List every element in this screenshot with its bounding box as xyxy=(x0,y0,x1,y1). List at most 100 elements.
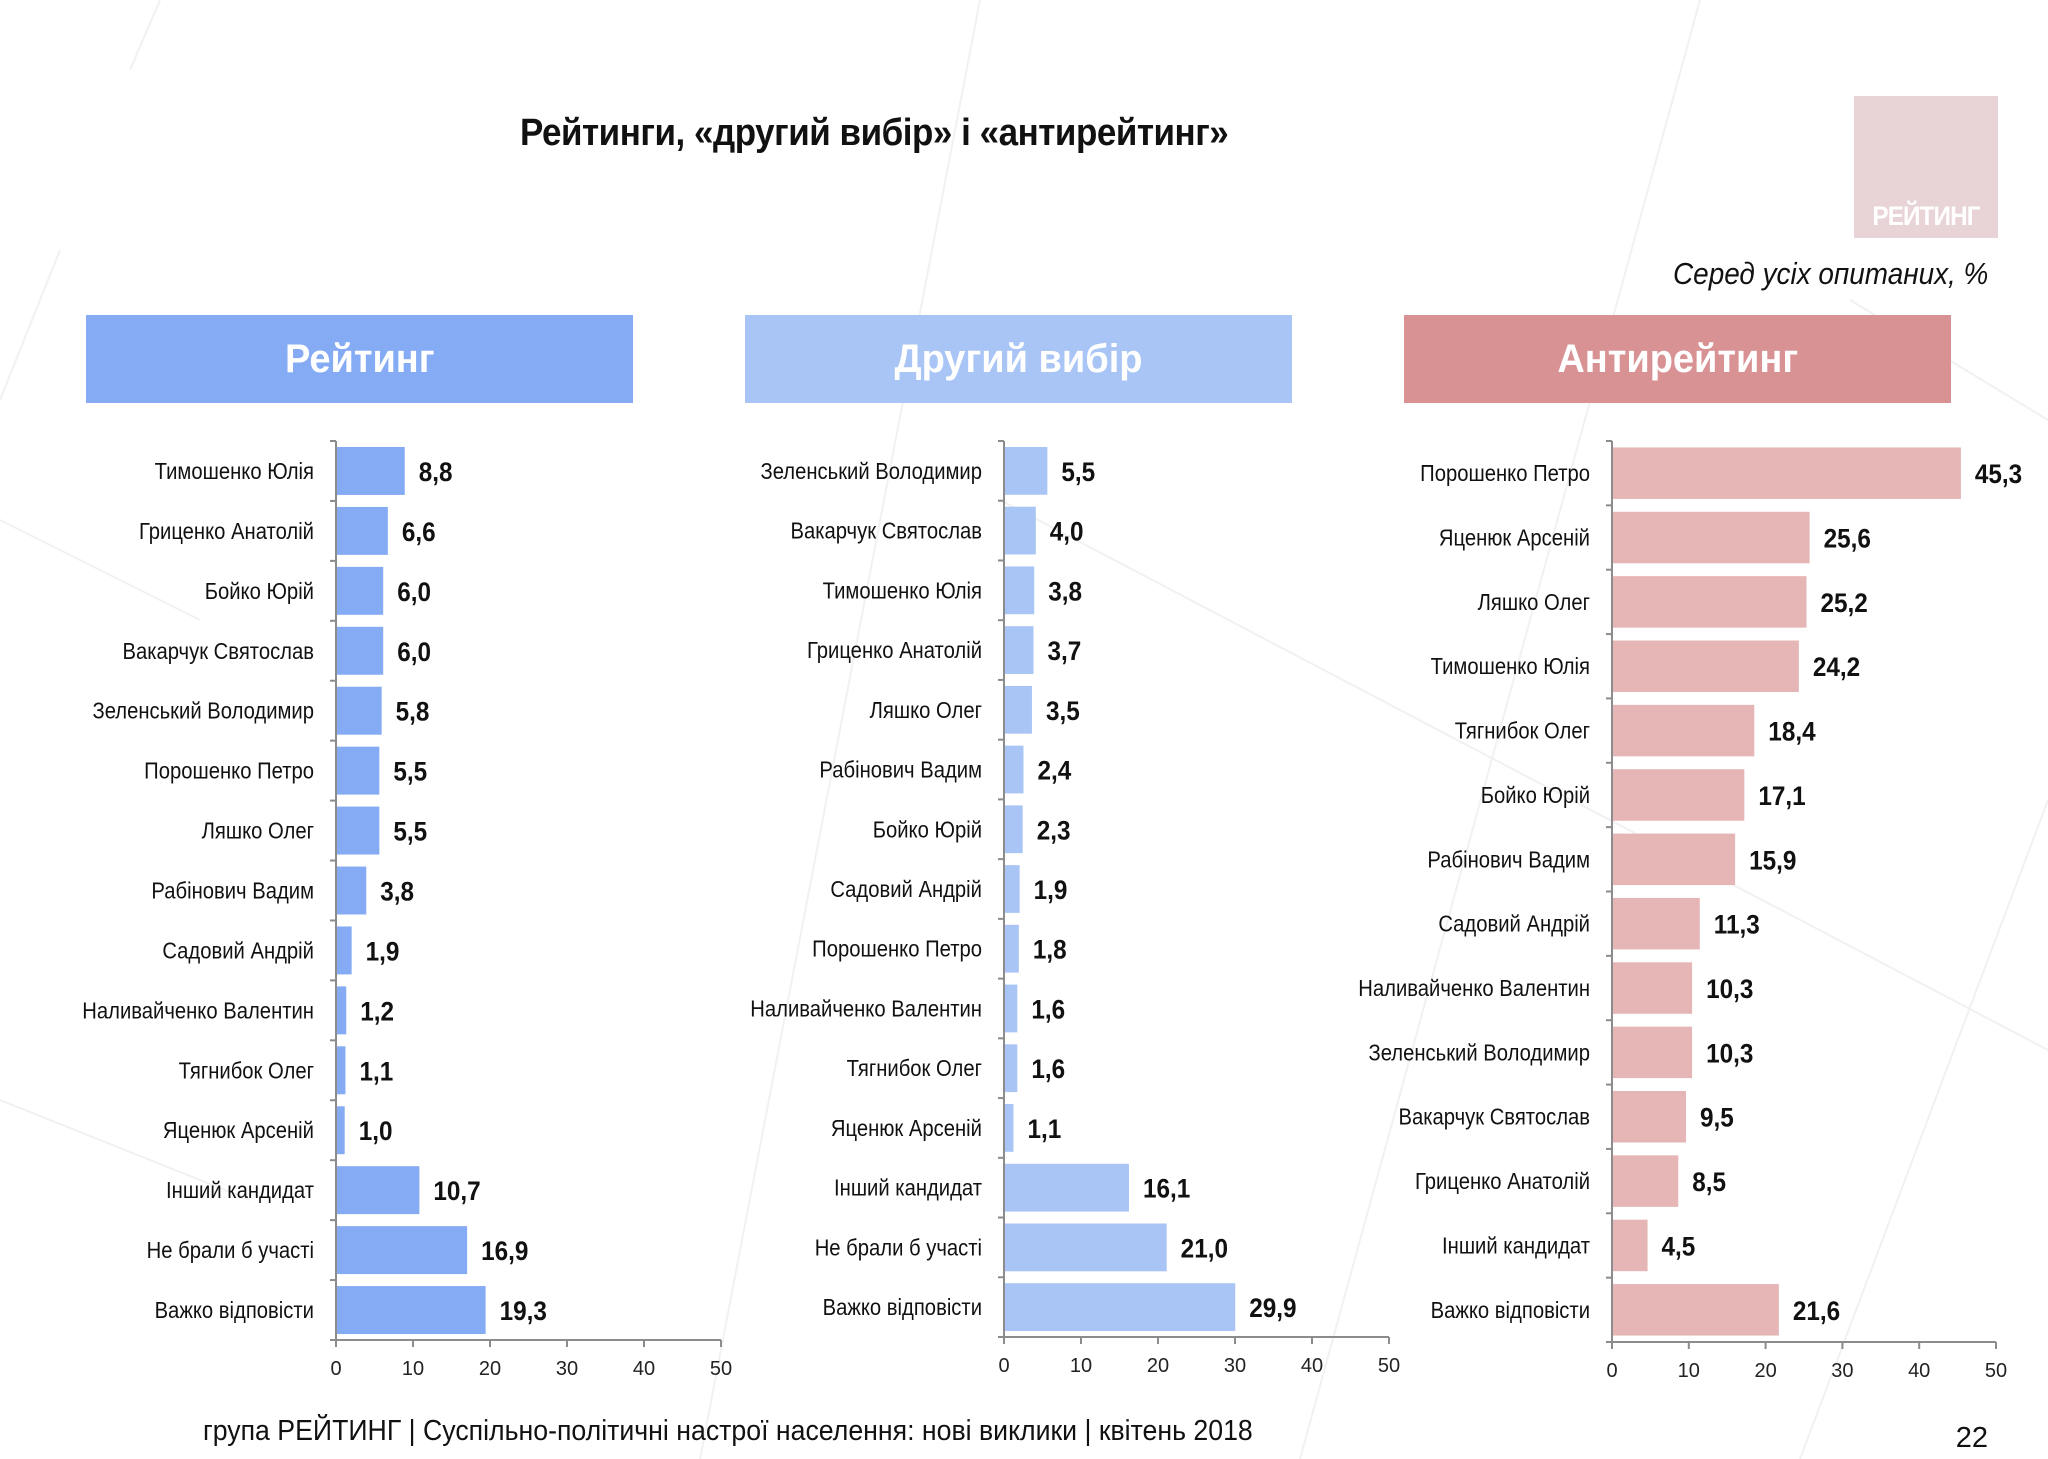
rating-x-tick-label: 0 xyxy=(330,1358,341,1380)
antirating-bar xyxy=(1613,447,1961,499)
antirating-category-label: Вакарчук Святослав xyxy=(1398,1104,1590,1131)
second-choice-bar xyxy=(1005,685,1032,734)
rating-value-label: 6,0 xyxy=(397,578,431,607)
antirating-value-label: 4,5 xyxy=(1662,1232,1696,1261)
page-number: 22 xyxy=(1955,1422,1988,1454)
second-choice-category-label: Не брали б участі xyxy=(815,1234,982,1261)
second-choice-category-label: Порошенко Петро xyxy=(812,936,982,963)
antirating-bar xyxy=(1613,1155,1679,1207)
antirating-category-label: Бойко Юрій xyxy=(1481,782,1590,809)
rating-value-label: 5,5 xyxy=(393,758,427,787)
panel-header-antirating-label: Антирейтинг xyxy=(1557,336,1798,381)
second-choice-bar xyxy=(1005,1283,1236,1332)
rating-bar xyxy=(337,446,405,495)
second-choice-bar xyxy=(1005,805,1023,854)
rating-x-tick-label: 20 xyxy=(479,1358,501,1380)
second-choice-bar xyxy=(1005,1104,1014,1152)
second-choice-bar xyxy=(1005,506,1036,555)
rating-bar xyxy=(337,566,384,615)
antirating-bar xyxy=(1613,1026,1693,1079)
brand-logo-text: РЕЙТИНГ xyxy=(1872,201,1980,231)
antirating-x-tick-label: 50 xyxy=(1985,1360,2007,1382)
second-choice-category-label: Садовий Андрій xyxy=(830,876,982,903)
second-choice-bar xyxy=(1005,446,1048,495)
antirating-bar xyxy=(1613,769,1745,821)
rating-value-label: 1,1 xyxy=(359,1057,393,1086)
second-choice-bar xyxy=(1005,745,1024,794)
rating-value-label: 5,8 xyxy=(396,698,430,727)
rating-value-label: 6,0 xyxy=(397,638,431,667)
panel-header-rating-label: Рейтинг xyxy=(284,336,435,381)
rating-category-label: Яценюк Арсеній xyxy=(163,1117,314,1144)
rating-value-label: 3,8 xyxy=(380,877,414,906)
antirating-bar xyxy=(1613,1091,1686,1143)
rating-bar xyxy=(337,986,347,1035)
second-choice-category-label: Гриценко Анатолій xyxy=(807,637,982,664)
antirating-value-label: 10,3 xyxy=(1706,1039,1753,1068)
antirating-bar xyxy=(1613,511,1810,564)
antirating-value-label: 25,2 xyxy=(1821,589,1868,618)
rating-x-tick-label: 50 xyxy=(710,1358,732,1380)
panel-header-second-choice: Другий вибір xyxy=(745,315,1292,403)
antirating-value-label: 24,2 xyxy=(1813,653,1860,682)
antirating-category-label: Зеленський Володимир xyxy=(1369,1039,1590,1066)
rating-category-label: Ляшко Олег xyxy=(202,817,314,844)
second-choice-value-label: 2,3 xyxy=(1037,816,1071,845)
antirating-value-label: 11,3 xyxy=(1714,911,1760,940)
rating-value-label: 19,3 xyxy=(500,1297,547,1326)
second-choice-bar xyxy=(1005,1163,1129,1212)
second-choice-value-label: 16,1 xyxy=(1143,1175,1190,1204)
second-choice-category-label: Вакарчук Святослав xyxy=(790,517,982,544)
page-title: Рейтинги, «другий вибір» і «антирейтинг» xyxy=(520,112,1229,154)
rating-bar xyxy=(337,746,380,795)
antirating-category-label: Ляшко Олег xyxy=(1478,589,1590,616)
rating-category-label: Рабінович Вадим xyxy=(151,877,314,904)
second-choice-value-label: 1,6 xyxy=(1031,1055,1065,1084)
rating-bar xyxy=(337,866,367,915)
antirating-category-label: Порошенко Петро xyxy=(1420,460,1590,487)
second-choice-x-tick-label: 30 xyxy=(1224,1355,1246,1377)
rating-category-label: Гриценко Анатолій xyxy=(139,518,314,545)
antirating-x-tick-label: 20 xyxy=(1754,1360,1776,1382)
second-choice-value-label: 1,6 xyxy=(1031,995,1065,1024)
panel-header-rating: Рейтинг xyxy=(86,315,633,403)
rating-category-label: Зеленський Володимир xyxy=(93,697,314,724)
second-choice-value-label: 4,0 xyxy=(1050,517,1084,546)
rating-value-label: 1,2 xyxy=(360,997,394,1026)
antirating-x-tick-label: 30 xyxy=(1831,1360,1853,1382)
rating-value-label: 1,0 xyxy=(359,1117,393,1146)
second-choice-category-label: Важко відповісти xyxy=(823,1294,982,1321)
second-choice-category-label: Рабінович Вадим xyxy=(819,756,982,783)
rating-bar xyxy=(337,626,384,675)
second-choice-value-label: 3,8 xyxy=(1048,577,1082,606)
second-choice-category-label: Наливайченко Валентин xyxy=(750,995,982,1022)
antirating-value-label: 8,5 xyxy=(1692,1168,1726,1197)
antirating-value-label: 18,4 xyxy=(1768,717,1816,746)
antirating-value-label: 17,1 xyxy=(1758,782,1805,811)
second-choice-value-label: 21,0 xyxy=(1181,1234,1228,1263)
antirating-category-label: Яценюк Арсеній xyxy=(1439,524,1590,551)
antirating-category-label: Інший кандидат xyxy=(1442,1232,1590,1259)
rating-value-label: 10,7 xyxy=(433,1177,480,1206)
antirating-category-label: Наливайченко Валентин xyxy=(1358,975,1590,1002)
antirating-bar xyxy=(1613,704,1755,757)
rating-bar xyxy=(337,686,382,735)
antirating-category-label: Рабінович Вадим xyxy=(1427,846,1590,873)
rating-category-label: Тягнибок Олег xyxy=(179,1057,314,1084)
rating-bar xyxy=(337,1286,486,1335)
panel-header-antirating: Антирейтинг xyxy=(1404,315,1951,403)
antirating-value-label: 45,3 xyxy=(1975,460,2022,489)
rating-bar xyxy=(337,806,380,855)
antirating-category-label: Тимошенко Юлія xyxy=(1431,653,1590,680)
rating-bar xyxy=(337,926,352,975)
rating-category-label: Тимошенко Юлія xyxy=(155,458,314,485)
rating-category-label: Наливайченко Валентин xyxy=(82,997,314,1024)
antirating-bar xyxy=(1613,962,1693,1014)
second-choice-value-label: 1,1 xyxy=(1027,1115,1061,1144)
second-choice-x-tick-label: 0 xyxy=(998,1355,1009,1377)
rating-category-label: Бойко Юрій xyxy=(205,578,314,605)
second-choice-bar xyxy=(1005,865,1020,913)
antirating-bar xyxy=(1613,1284,1779,1336)
footer-text: група РЕЙТИНГ | Суспільно-політичні наст… xyxy=(203,1415,1253,1447)
